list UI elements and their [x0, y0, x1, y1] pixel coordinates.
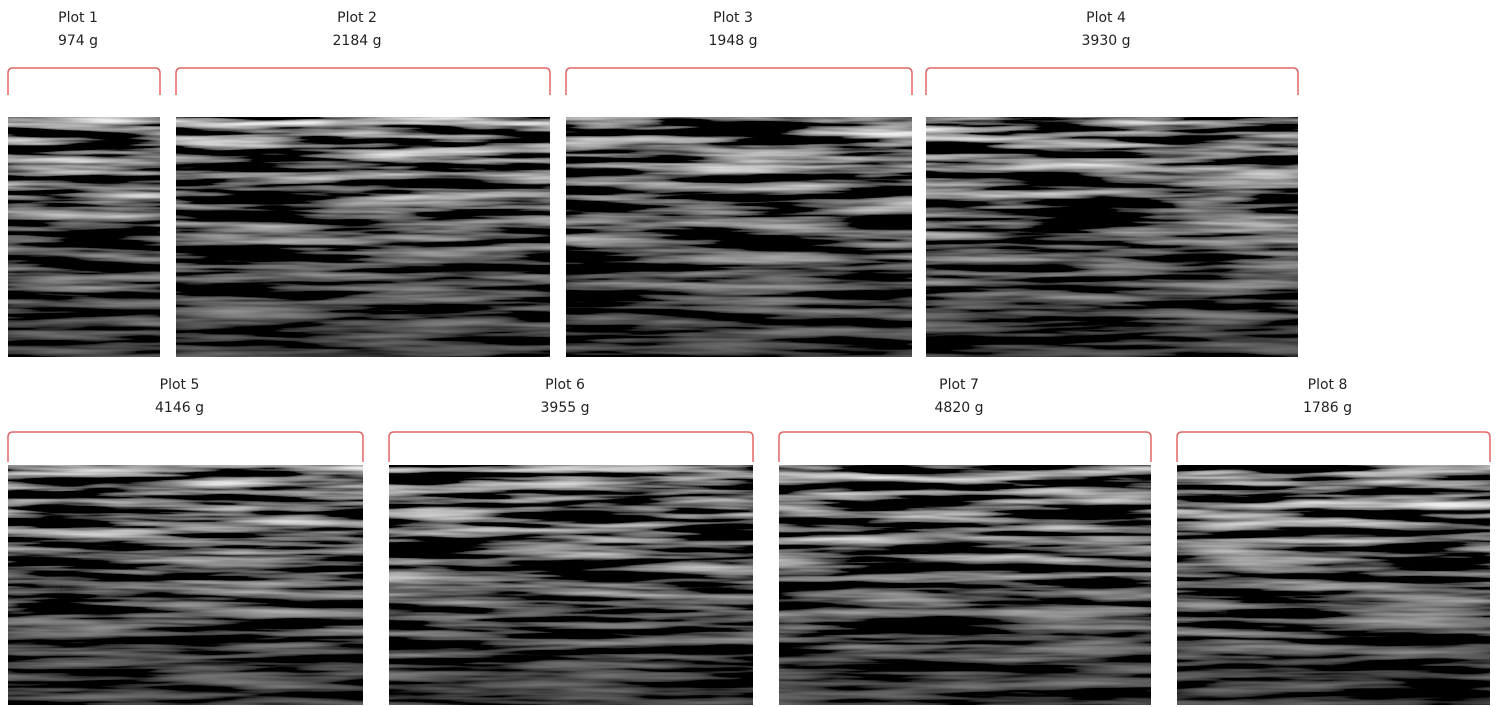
bracket: [926, 68, 1298, 95]
plot-weight: 3955 g: [541, 400, 590, 416]
plot-weight: 1948 g: [709, 33, 758, 49]
plot-weight: 1786 g: [1303, 400, 1352, 416]
image-shade: [8, 465, 363, 705]
plot-weight: 4820 g: [935, 400, 984, 416]
bracket: [566, 68, 912, 95]
image-shade: [926, 117, 1298, 357]
figure: Plot 1974 gPlot 22184 gPlot 31948 gPlot …: [0, 0, 1499, 707]
plot-panel: Plot 5 4146 g: [8, 377, 363, 705]
plot-label: Plot 4: [1086, 10, 1126, 26]
bracket: [1177, 432, 1490, 462]
plot-panel: Plot 8 1786 g: [1177, 377, 1490, 705]
plot-label: Plot 6: [545, 377, 585, 393]
image-shade: [1177, 465, 1490, 705]
image-shade: [8, 117, 160, 357]
plot-label: Plot 7: [939, 377, 979, 393]
image-shade: [566, 117, 912, 357]
plot-panel: Plot 7 4820 g: [779, 377, 1151, 705]
plot-weight: 4146 g: [155, 400, 204, 416]
plot-label: Plot 5: [160, 377, 200, 393]
plot-panel: Plot 4 3930 g: [926, 10, 1298, 357]
plot-label: Plot 3: [713, 10, 753, 26]
bracket: [8, 432, 363, 462]
image-shade: [779, 465, 1151, 705]
plot-panel: Plot 6 3955 g: [389, 377, 753, 705]
plot-label: Plot 8: [1308, 377, 1348, 393]
plot-label: Plot 1: [58, 10, 98, 26]
image-shade: [176, 117, 550, 357]
plot-label: Plot 2: [337, 10, 377, 26]
plot-panel: Plot 2 2184 g: [176, 10, 550, 357]
page: Plot 1974 gPlot 22184 gPlot 31948 gPlot …: [0, 0, 1499, 707]
bracket: [176, 68, 550, 95]
bracket: [8, 68, 160, 95]
image-shade: [389, 465, 753, 705]
bracket: [389, 432, 753, 462]
plot-panel: Plot 1 974 g: [8, 10, 160, 357]
plot-weight: 3930 g: [1082, 33, 1131, 49]
plot-panel: Plot 3 1948 g: [566, 10, 912, 357]
plot-weight: 2184 g: [333, 33, 382, 49]
bracket: [779, 432, 1151, 462]
plot-weight: 974 g: [58, 33, 98, 49]
